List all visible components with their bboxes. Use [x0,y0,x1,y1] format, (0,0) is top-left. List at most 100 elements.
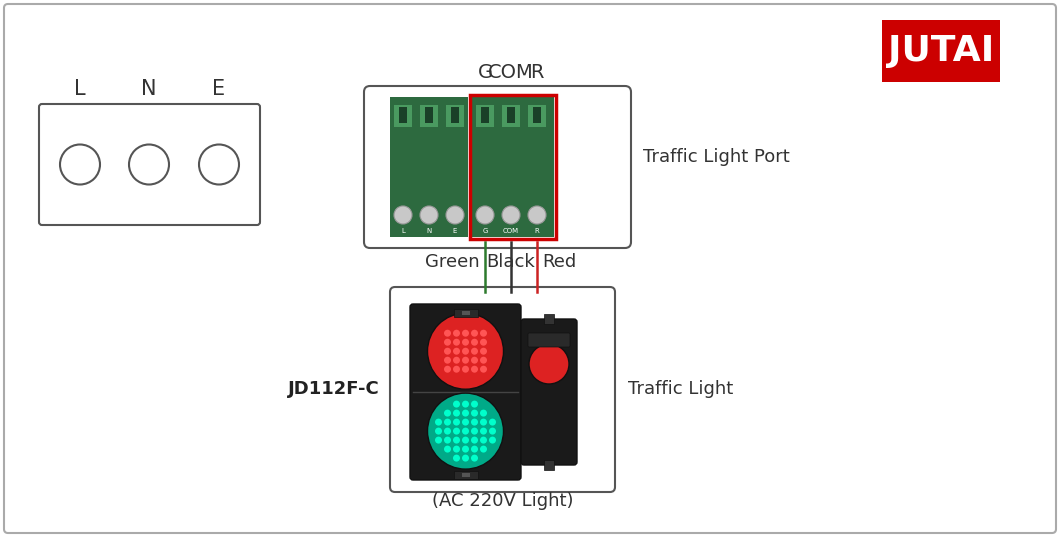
Circle shape [462,446,469,453]
Circle shape [444,419,450,426]
Circle shape [529,344,569,384]
Bar [528,105,546,127]
Circle shape [480,357,487,364]
Circle shape [502,206,520,224]
Bar [882,20,1000,82]
Bar [461,473,470,477]
Text: N: N [426,228,431,234]
FancyBboxPatch shape [4,4,1056,533]
Circle shape [489,419,496,426]
Circle shape [444,347,450,355]
FancyBboxPatch shape [522,319,577,465]
Circle shape [444,427,450,434]
Circle shape [471,366,478,373]
Bar [502,105,520,127]
Circle shape [528,206,546,224]
Circle shape [453,366,460,373]
Circle shape [444,366,450,373]
Text: Black: Black [487,253,535,271]
Circle shape [427,313,503,389]
Circle shape [480,339,487,346]
Circle shape [480,366,487,373]
Circle shape [435,419,442,426]
Bar [507,107,515,123]
Circle shape [462,401,469,408]
Circle shape [420,206,438,224]
Circle shape [453,357,460,364]
Circle shape [462,339,469,346]
Text: JUTAI: JUTAI [888,34,994,68]
Circle shape [129,144,169,185]
Bar [476,105,494,127]
Circle shape [471,437,478,444]
Circle shape [444,410,450,417]
Circle shape [444,437,450,444]
Circle shape [480,446,487,453]
Circle shape [462,419,469,426]
Text: L: L [401,228,405,234]
Circle shape [462,366,469,373]
Text: G: G [482,228,488,234]
Circle shape [462,330,469,337]
Text: R: R [534,228,540,234]
Bar [420,105,438,127]
Circle shape [427,393,503,469]
Circle shape [480,347,487,355]
Bar [472,97,554,237]
Bar [481,107,489,123]
Circle shape [471,339,478,346]
Circle shape [471,357,478,364]
Circle shape [471,419,478,426]
Text: (AC 220V Light): (AC 220V Light) [431,492,573,510]
Circle shape [453,339,460,346]
Bar [461,311,470,315]
Bar [399,107,407,123]
Circle shape [199,144,238,185]
Bar [470,95,556,239]
Circle shape [453,446,460,453]
FancyBboxPatch shape [528,333,570,347]
Bar [533,107,541,123]
Circle shape [462,437,469,444]
Text: E: E [453,228,457,234]
Circle shape [489,437,496,444]
Text: Traffic Light Port: Traffic Light Port [643,148,790,166]
Text: Traffic Light: Traffic Light [628,381,734,398]
Circle shape [480,427,487,434]
Bar [454,309,477,317]
Circle shape [462,347,469,355]
Circle shape [462,427,469,434]
Circle shape [471,446,478,453]
Bar [390,97,469,237]
Text: Green: Green [425,253,480,271]
Circle shape [489,427,496,434]
Text: R: R [530,62,544,82]
Circle shape [462,410,469,417]
Circle shape [444,330,450,337]
Bar [544,314,554,324]
Circle shape [453,347,460,355]
Circle shape [435,437,442,444]
Circle shape [471,401,478,408]
Circle shape [480,437,487,444]
Bar [450,107,459,123]
Circle shape [476,206,494,224]
Circle shape [453,419,460,426]
Circle shape [453,427,460,434]
Circle shape [471,347,478,355]
Circle shape [446,206,464,224]
Circle shape [394,206,412,224]
Circle shape [462,357,469,364]
Bar [425,107,432,123]
Circle shape [453,410,460,417]
Bar [454,471,477,479]
Text: E: E [212,79,226,99]
Circle shape [60,144,100,185]
Circle shape [471,455,478,462]
Circle shape [444,339,450,346]
Circle shape [435,427,442,434]
Circle shape [471,330,478,337]
Circle shape [453,401,460,408]
Circle shape [480,410,487,417]
FancyBboxPatch shape [410,304,522,480]
